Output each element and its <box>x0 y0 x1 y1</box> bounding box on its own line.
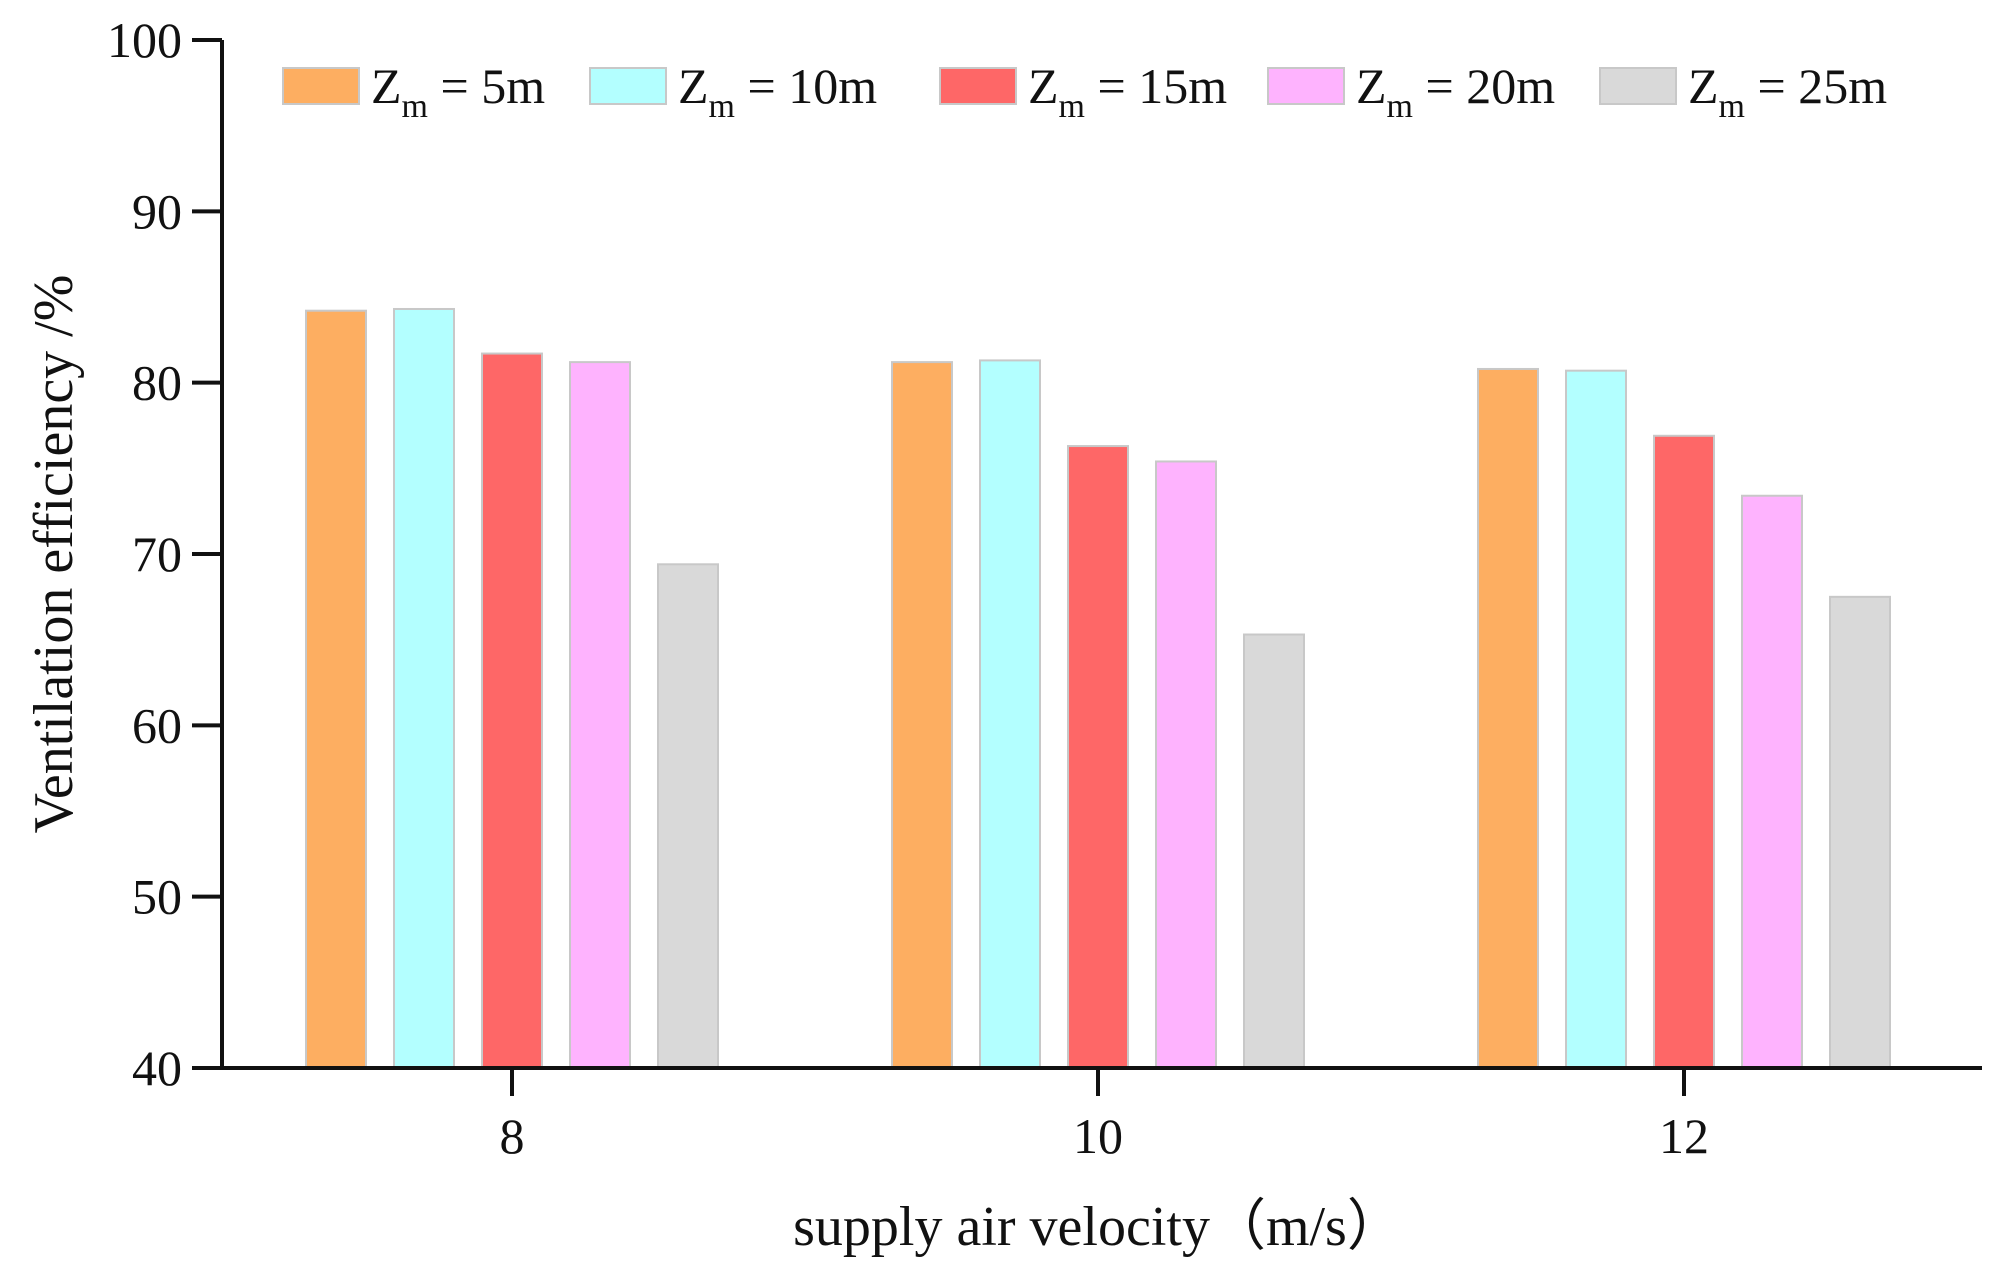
bar-12-series-4 <box>1741 494 1803 1070</box>
legend-label-1: Zm = 5m <box>371 58 545 125</box>
x-tick-label: 10 <box>1073 1108 1123 1164</box>
bar-10-series-4 <box>1155 460 1217 1070</box>
legend-label-4: Zm = 20m <box>1356 58 1555 125</box>
x-axis: 8 10 12 <box>192 1066 1982 1164</box>
bar-12-series-2 <box>1565 369 1627 1069</box>
y-tick-label: 40 <box>132 1040 182 1096</box>
legend-swatch-1 <box>282 67 360 105</box>
legend-label-2: Zm = 10m <box>678 58 877 125</box>
y-tick-label: 60 <box>132 697 182 753</box>
y-tick-label: 100 <box>107 12 182 68</box>
x-axis-title: supply air velocity（m/s） <box>793 1196 1403 1258</box>
bar-12-series-5 <box>1829 595 1891 1069</box>
legend-swatch-4 <box>1267 67 1345 105</box>
x-tick-label: 12 <box>1659 1108 1709 1164</box>
bar-10-series-3 <box>1067 445 1129 1069</box>
bars-group <box>305 307 1891 1070</box>
y-tick-label: 90 <box>132 183 182 239</box>
bar-8-series-3 <box>481 352 543 1070</box>
legend-label-5: Zm = 25m <box>1688 58 1887 125</box>
y-axis-title: Ventilation efficiency /% <box>23 275 85 834</box>
x-tick-label: 8 <box>500 1108 525 1164</box>
y-tick-label: 50 <box>132 869 182 925</box>
y-tick-label: 80 <box>132 355 182 411</box>
bar-10-series-5 <box>1243 633 1305 1069</box>
bar-8-series-1 <box>305 309 367 1069</box>
bar-8-series-2 <box>393 307 455 1069</box>
y-tick-label: 70 <box>132 526 182 582</box>
legend: Zm = 5m Zm = 10m Zm = 15m Zm = 20m Zm = 25m <box>282 58 1887 125</box>
bar-10-series-2 <box>979 359 1041 1070</box>
bar-10-series-1 <box>891 361 953 1069</box>
legend-swatch-3 <box>939 67 1017 105</box>
y-axis: 40 50 60 70 80 90 100 <box>107 12 224 1096</box>
legend-label-3: Zm = 15m <box>1028 58 1227 125</box>
bar-12-series-1 <box>1477 367 1539 1069</box>
bar-12-series-3 <box>1653 434 1715 1069</box>
bar-8-series-4 <box>569 361 631 1069</box>
bar-8-series-5 <box>657 563 719 1070</box>
legend-swatch-2 <box>589 67 667 105</box>
legend-swatch-5 <box>1599 67 1677 105</box>
